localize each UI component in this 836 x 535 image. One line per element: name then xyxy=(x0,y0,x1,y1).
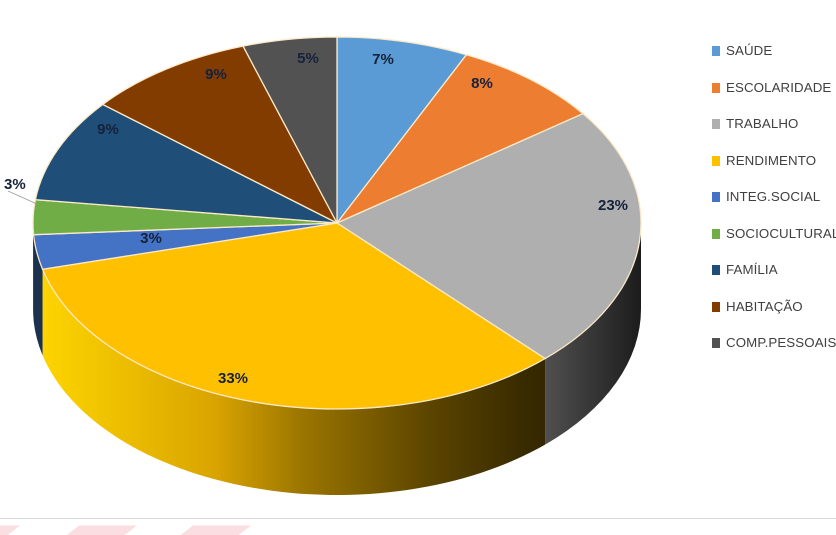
svg-text:3%: 3% xyxy=(4,176,26,193)
svg-text:7%: 7% xyxy=(372,51,394,68)
svg-text:3%: 3% xyxy=(140,230,162,247)
svg-text:33%: 33% xyxy=(218,370,248,387)
svg-text:9%: 9% xyxy=(205,66,227,83)
svg-text:8%: 8% xyxy=(471,75,493,92)
svg-text:23%: 23% xyxy=(598,197,628,214)
svg-text:9%: 9% xyxy=(97,121,119,138)
svg-text:5%: 5% xyxy=(297,50,319,67)
